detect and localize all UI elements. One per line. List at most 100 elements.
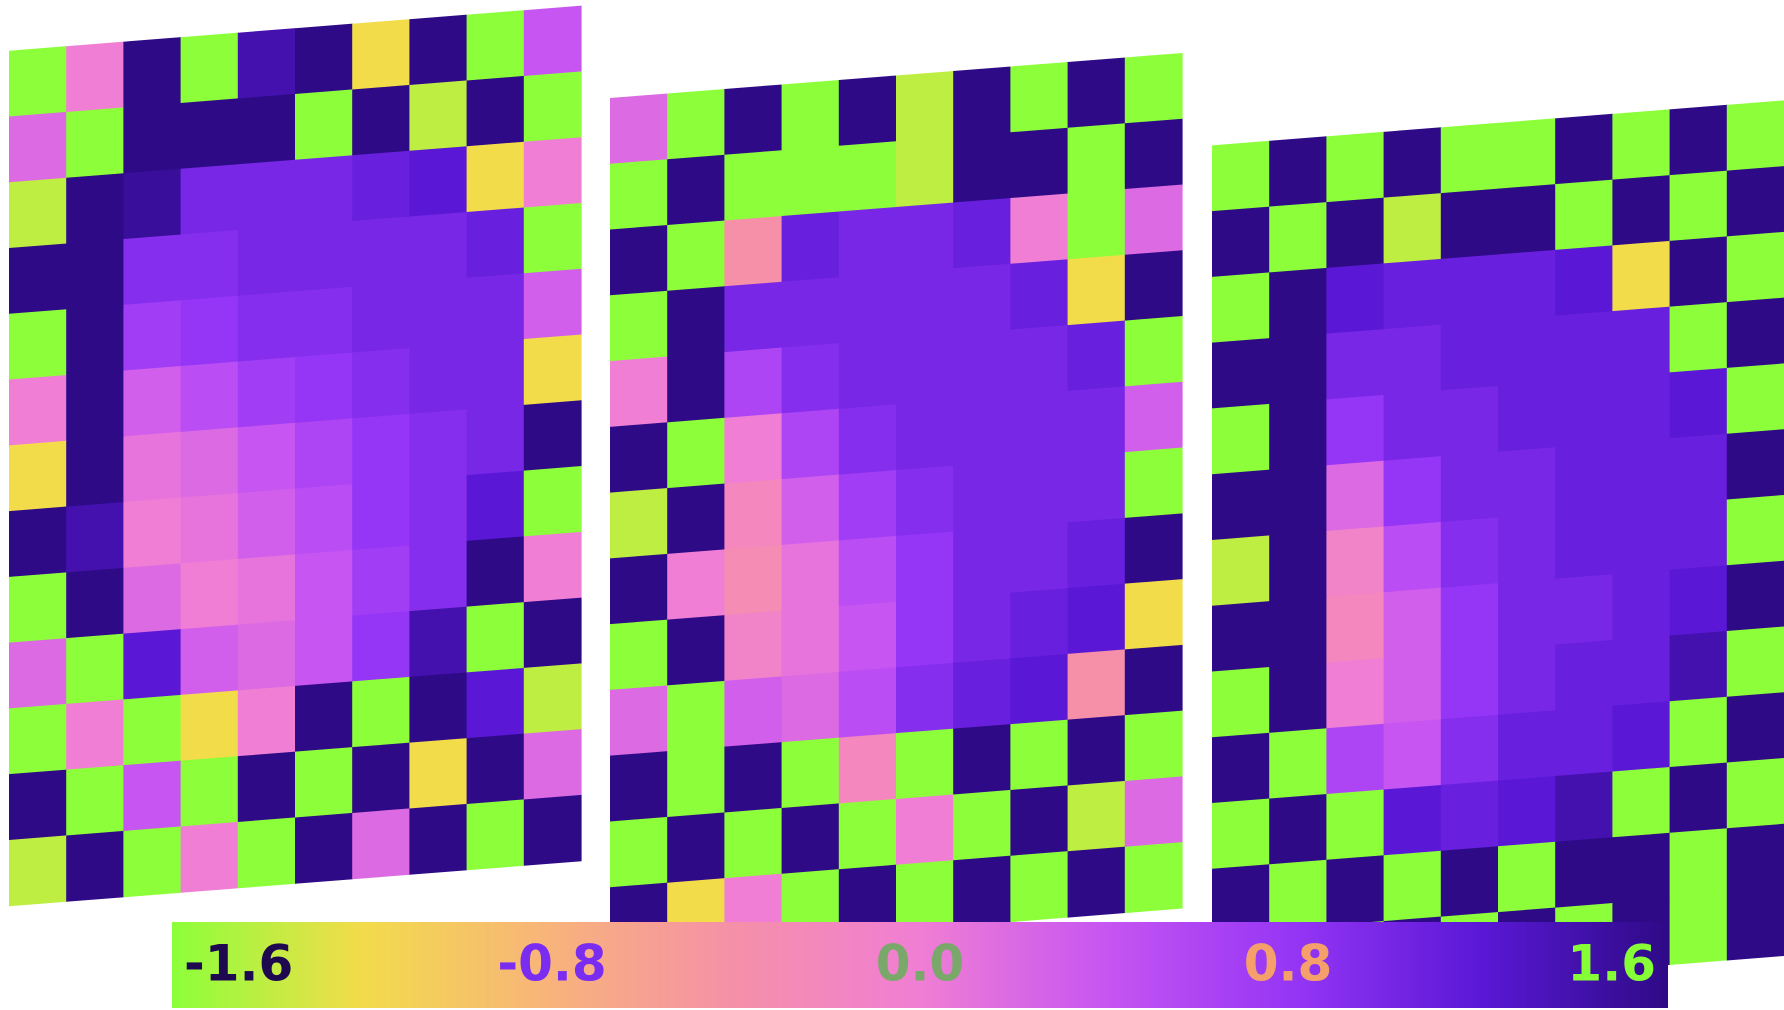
heatmap-cell	[667, 154, 725, 226]
heatmap-cell	[1555, 837, 1614, 909]
heatmap-cell	[1067, 320, 1126, 392]
heatmap-cell	[1726, 297, 1784, 369]
heatmap-cell	[781, 408, 840, 480]
heatmap-cell	[896, 136, 954, 208]
heatmap-cell	[1010, 785, 1069, 857]
heatmap-cell	[1383, 193, 1442, 264]
heatmap-cell	[953, 724, 1012, 796]
heatmap-cell	[295, 89, 353, 161]
heatmap-cell	[1440, 648, 1499, 720]
heatmap-cell	[1612, 438, 1671, 510]
heatmap-cell	[1498, 447, 1556, 519]
heatmap-cell	[295, 352, 353, 424]
heatmap-cell	[523, 794, 582, 866]
heatmap-cell	[180, 295, 239, 367]
heatmap-cell	[1010, 127, 1069, 199]
heatmap-cell	[1726, 889, 1784, 961]
heatmap-cell	[1669, 104, 1728, 176]
heatmap-cell	[610, 422, 668, 494]
heatmap-cell	[1067, 649, 1126, 721]
heatmap-cell	[1124, 842, 1183, 914]
heatmap-cell	[409, 606, 468, 678]
heatmap-cell	[838, 535, 897, 607]
heatmap-cell	[1669, 367, 1728, 439]
heatmap-cell	[896, 531, 954, 603]
heatmap-cell	[1124, 776, 1183, 848]
heatmap-cell	[1124, 118, 1183, 190]
heatmap-cell	[523, 729, 582, 801]
heatmap-cell	[1383, 587, 1442, 659]
heatmap-cell	[1124, 184, 1183, 256]
heatmap-cell	[1269, 596, 1327, 668]
heatmap-cell	[523, 5, 582, 77]
heatmap-cell	[66, 173, 124, 245]
heatmap-cell	[1498, 578, 1556, 650]
heatmap-cell	[523, 400, 582, 472]
heatmap-cell	[1726, 494, 1784, 566]
heatmap-cell	[1669, 565, 1728, 637]
heatmap-cell	[295, 812, 353, 884]
heatmap-cell	[1010, 390, 1069, 462]
heatmap-cell	[1498, 512, 1556, 584]
heatmap-cell	[352, 676, 411, 748]
heatmap-cell	[724, 150, 783, 222]
colorbar-tick-label: -1.6	[184, 935, 293, 993]
heatmap-cell	[1212, 338, 1270, 410]
heatmap-cell	[1124, 710, 1183, 782]
heatmap-cell	[180, 558, 239, 630]
heatmap-cell	[123, 826, 182, 898]
heatmap-cell	[1383, 390, 1442, 462]
heatmap-cell	[953, 855, 1012, 927]
heatmap-cell	[352, 348, 411, 419]
heatmap-cell	[1726, 429, 1784, 501]
heatmap-cell	[1124, 579, 1183, 651]
heatmap-cell	[1669, 630, 1728, 702]
heatmap-cell	[295, 23, 353, 95]
heatmap-cell	[1326, 592, 1385, 664]
heatmap-cell	[1269, 530, 1327, 602]
heatmap-cell	[523, 531, 582, 603]
heatmap-cell	[667, 746, 725, 818]
heatmap-cell	[610, 751, 668, 823]
heatmap-cell	[1269, 859, 1327, 931]
heatmap-cell	[352, 611, 411, 683]
heatmap-cell	[1269, 202, 1327, 273]
heatmap-cell	[1326, 723, 1385, 795]
heatmap-cell	[781, 211, 840, 283]
heatmap-cell	[1010, 522, 1069, 594]
heatmap-cell	[838, 404, 897, 476]
heatmap-cell	[781, 540, 840, 612]
heatmap-cell	[724, 742, 783, 814]
heatmap-cell	[466, 273, 525, 345]
heatmap-cell	[1669, 170, 1728, 242]
heatmap-cell	[1010, 193, 1069, 265]
heatmap-cell	[409, 277, 468, 349]
heatmap-cell	[523, 268, 582, 340]
heatmap-cell	[523, 466, 582, 537]
heatmap-cell	[409, 738, 468, 810]
heatmap-cell	[409, 14, 468, 86]
heatmap-cell	[295, 286, 353, 358]
heatmap-cell	[180, 821, 239, 893]
heatmap-cell	[1212, 535, 1270, 607]
heatmap-cell	[1440, 583, 1499, 655]
heatmap-cell	[9, 309, 67, 381]
heatmap-cell	[352, 545, 411, 617]
heatmap-cell	[466, 470, 525, 542]
heatmap-cell	[1669, 433, 1728, 505]
heatmap-cell	[1612, 766, 1671, 838]
heatmap-cell	[1440, 517, 1499, 589]
heatmap-cell	[409, 80, 468, 152]
heatmap-cell	[1440, 188, 1499, 260]
heatmap-cell	[1269, 267, 1327, 339]
heatmap-cell	[66, 436, 124, 508]
heatmap-cell	[1326, 131, 1385, 203]
heatmap-cell	[1669, 894, 1728, 965]
heatmap-cell	[1383, 719, 1442, 791]
heatmap-cell	[610, 816, 668, 888]
heatmap-cell	[9, 506, 67, 578]
heatmap-cell	[66, 107, 124, 179]
heatmap-cell	[1726, 626, 1784, 698]
heatmap-cell	[295, 418, 353, 490]
heatmap-cell	[237, 554, 296, 626]
